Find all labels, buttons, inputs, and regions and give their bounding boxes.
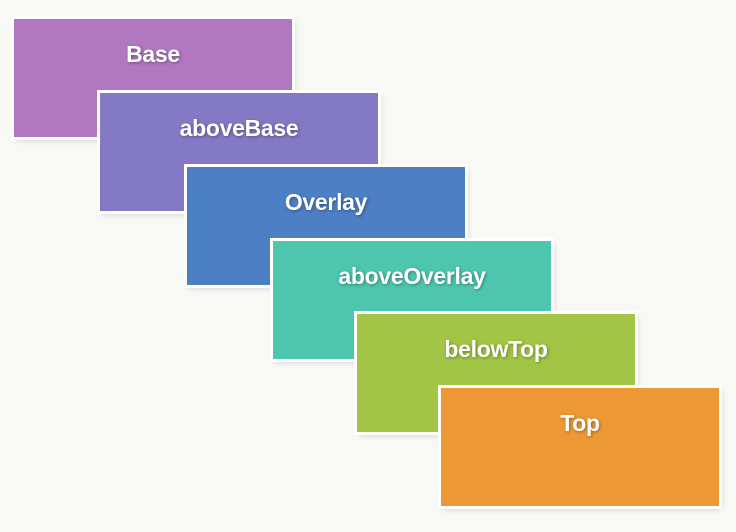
layer-label: aboveBase	[179, 115, 299, 141]
layer-label: Top	[560, 410, 600, 436]
layer-label: Overlay	[284, 189, 368, 215]
layer-top: Top	[441, 388, 719, 506]
layer-label: belowTop	[444, 336, 548, 362]
layer-label: Base	[126, 41, 180, 67]
layer-label: aboveOverlay	[338, 263, 486, 289]
